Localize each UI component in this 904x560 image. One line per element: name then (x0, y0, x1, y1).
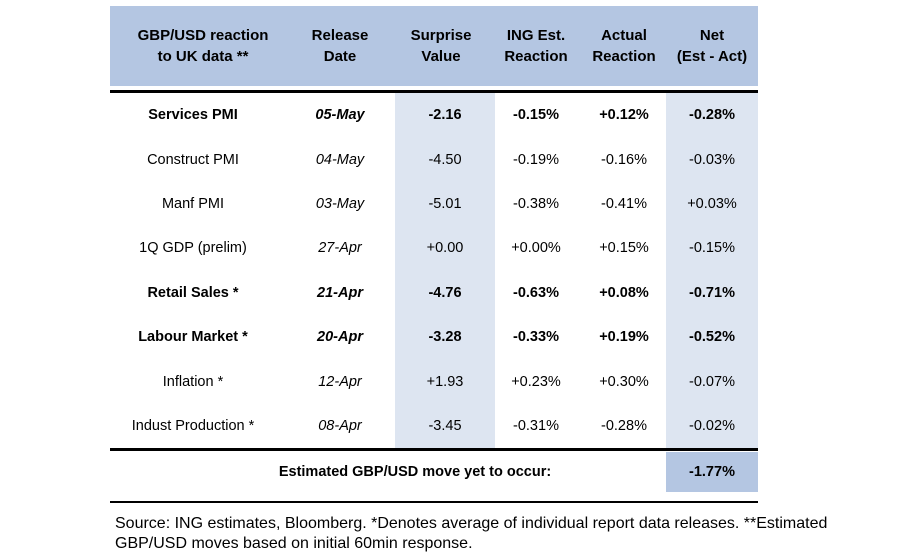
table-row: Labour Market * 20-Apr -3.28 -0.33% +0.19% -0… (110, 315, 758, 360)
est-reaction-cell: -0.19% (513, 151, 559, 168)
est-reaction-cell: -0.15% (513, 107, 559, 124)
header-actual-reaction: Actual Reaction (592, 27, 656, 65)
net-cell: +0.03% (687, 196, 737, 213)
est-reaction-cell: -0.33% (513, 329, 559, 346)
actual-reaction-cell: -0.41% (601, 196, 647, 213)
header-release-date: Release Date (311, 27, 369, 65)
date-cell: 03-May (315, 196, 365, 213)
net-cell: -0.52% (689, 329, 735, 346)
table-row: Manf PMI 03-May -5.01 -0.38% -0.41% +0.03% (110, 182, 758, 227)
surprise-column-shade (395, 93, 495, 448)
surprise-cell: -4.76 (428, 284, 462, 301)
table-bottom-rule (110, 501, 758, 503)
summary-divider (110, 448, 758, 451)
header-divider (110, 90, 758, 93)
summary-label: Estimated GBP/USD move yet to occur: (278, 464, 552, 480)
actual-reaction-cell: -0.16% (601, 151, 647, 168)
surprise-cell: -5.01 (428, 196, 462, 213)
indicator-cell: Services PMI (148, 107, 238, 124)
est-reaction-cell: -0.38% (513, 196, 559, 213)
surprise-cell: -3.28 (428, 329, 462, 346)
surprise-cell: +0.00 (426, 240, 464, 257)
indicator-cell: 1Q GDP (prelim) (139, 240, 247, 257)
indicator-cell: Inflation * (162, 373, 224, 390)
header-ing-est-reaction: ING Est. Reaction (504, 27, 568, 65)
header-indicator: GBP/USD reaction to UK data ** (137, 27, 269, 65)
actual-reaction-cell: +0.08% (599, 284, 649, 301)
net-cell: -0.71% (689, 284, 735, 301)
surprise-cell: -2.16 (428, 107, 462, 124)
indicator-cell: Manf PMI (161, 196, 225, 213)
date-cell: 21-Apr (317, 284, 363, 301)
date-cell: 05-May (315, 107, 365, 124)
table-row: Retail Sales * 21-Apr -4.76 -0.63% +0.08% -0.… (110, 271, 758, 316)
table-row: 1Q GDP (prelim) 27-Apr +0.00 +0.00% +0.15% -0… (110, 226, 758, 271)
net-column-shade (666, 93, 758, 448)
actual-reaction-cell: +0.19% (599, 329, 649, 346)
indicator-cell: Labour Market * (138, 329, 248, 346)
source-note: Source: ING estimates, Bloomberg. *Denot… (115, 515, 828, 552)
date-cell: 08-Apr (318, 418, 362, 435)
surprise-cell: -3.45 (428, 418, 462, 435)
summary-value: -1.77% (666, 452, 758, 492)
surprise-cell: -4.50 (428, 151, 462, 168)
table-row: Indust Production * 08-Apr -3.45 -0.31% -0.2… (110, 404, 758, 449)
est-reaction-cell: -0.31% (513, 418, 559, 435)
date-cell: 04-May (315, 151, 365, 168)
net-cell: -0.03% (689, 151, 735, 168)
surprise-cell: +1.93 (426, 373, 464, 390)
net-cell: -0.02% (689, 418, 735, 435)
actual-reaction-cell: +0.30% (599, 373, 649, 390)
table-row: Construct PMI 04-May -4.50 -0.19% -0.16% -0.0… (110, 137, 758, 182)
est-reaction-cell: -0.63% (513, 284, 559, 301)
actual-reaction-cell: +0.12% (599, 107, 649, 124)
net-cell: -0.28% (689, 107, 735, 124)
net-cell: -0.07% (689, 373, 735, 390)
header-net: Net (Est - Act) (676, 27, 748, 65)
indicator-cell: Indust Production * (131, 418, 255, 435)
date-cell: 12-Apr (318, 373, 362, 390)
indicator-cell: Construct PMI (147, 151, 239, 168)
table-row: Services PMI 05-May -2.16 -0.15% +0.12% -0.28… (110, 93, 758, 138)
actual-reaction-cell: -0.28% (601, 418, 647, 435)
table-row: Inflation * 12-Apr +1.93 +0.23% +0.30% -0.07% (110, 359, 758, 404)
date-cell: 20-Apr (317, 329, 363, 346)
header-surprise-value: Surprise Value (410, 27, 472, 65)
est-reaction-cell: +0.00% (511, 240, 561, 257)
summary-row: Estimated GBP/USD move yet to occur: -1.… (110, 452, 758, 492)
date-cell: 27-Apr (318, 240, 362, 257)
indicator-cell: Retail Sales * (147, 284, 239, 301)
actual-reaction-cell: +0.15% (599, 240, 649, 257)
est-reaction-cell: +0.23% (511, 373, 561, 390)
table-header: GBP/USD reaction to UK data ** Release D… (110, 6, 758, 86)
net-cell: -0.15% (689, 240, 735, 257)
